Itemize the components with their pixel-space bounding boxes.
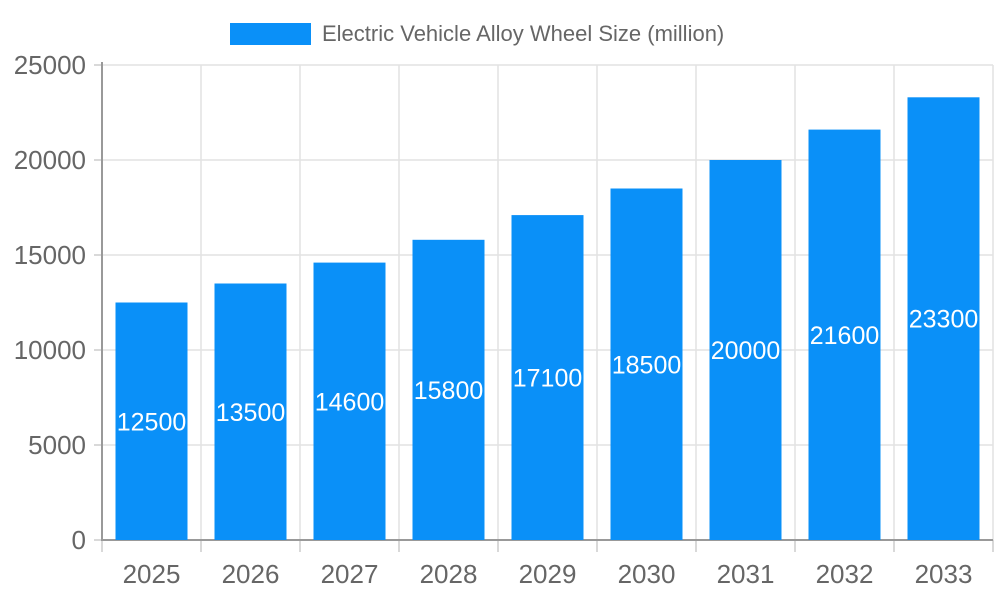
bar-value-label: 15800 xyxy=(414,377,484,405)
bar-2033 xyxy=(907,97,980,541)
bar-2026 xyxy=(214,283,287,540)
bar-value-label: 23300 xyxy=(909,306,979,334)
bar-value-label: 13500 xyxy=(216,399,286,427)
x-axis-label: 2032 xyxy=(816,559,874,589)
legend-series-label: Electric Vehicle Alloy Wheel Size (milli… xyxy=(322,21,725,46)
bar-2032 xyxy=(808,129,881,540)
x-axis-label: 2025 xyxy=(123,559,181,589)
x-axis-label: 2029 xyxy=(519,559,577,589)
bar-2027 xyxy=(313,262,386,540)
y-axis-label: 0 xyxy=(72,525,86,555)
legend-item[interactable]: Electric Vehicle Alloy Wheel Size (milli… xyxy=(230,21,724,47)
bar-2031 xyxy=(709,160,782,540)
bar-value-label: 17100 xyxy=(513,365,583,393)
y-axis-label: 25000 xyxy=(14,50,86,80)
y-axis-label: 5000 xyxy=(28,430,86,460)
y-axis-label: 15000 xyxy=(14,240,86,270)
bar-2025 xyxy=(115,302,188,540)
bar-value-label: 20000 xyxy=(711,337,781,365)
bar-2028 xyxy=(412,239,485,541)
bar-value-label: 18500 xyxy=(612,351,682,379)
x-axis-label: 2031 xyxy=(717,559,775,589)
bar-2030 xyxy=(610,188,683,540)
x-axis-label: 2033 xyxy=(915,559,973,589)
bar-value-label: 12500 xyxy=(117,408,187,436)
bar-value-label: 21600 xyxy=(810,322,880,350)
x-axis-label: 2026 xyxy=(222,559,280,589)
y-axis-label: 10000 xyxy=(14,335,86,365)
y-axis-label: 20000 xyxy=(14,145,86,175)
bar-2029 xyxy=(511,215,584,540)
bar-value-label: 14600 xyxy=(315,388,385,416)
x-axis-label: 2030 xyxy=(618,559,676,589)
x-axis-label: 2027 xyxy=(321,559,379,589)
legend-swatch xyxy=(230,23,311,45)
x-axis-label: 2028 xyxy=(420,559,478,589)
